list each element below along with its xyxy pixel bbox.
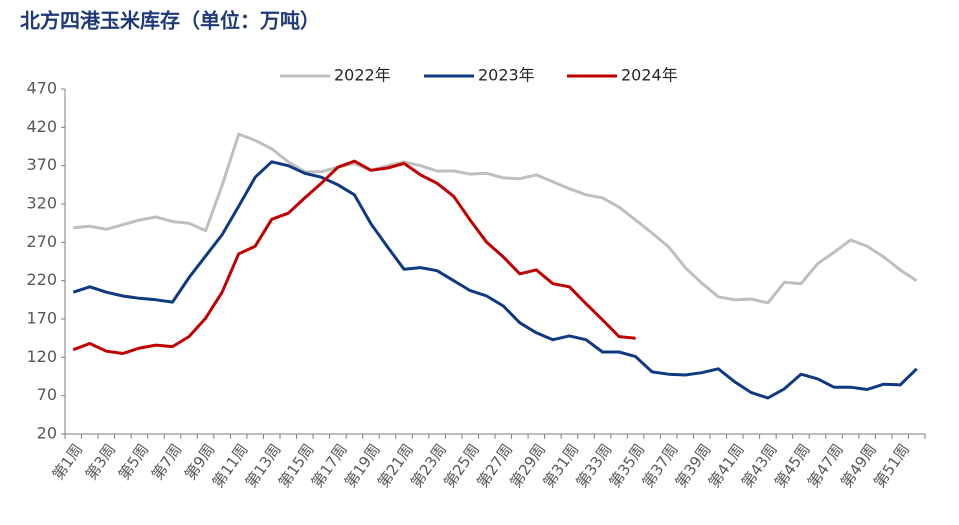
x-tick-label: 第5周 (115, 441, 152, 484)
line-series (72, 160, 918, 400)
legend-label: 2023年 (478, 66, 535, 85)
chart-title: 北方四港玉米库存（单位：万吨） (20, 9, 320, 33)
y-tick-label: 420 (26, 117, 57, 136)
legend-label: 2022年 (334, 66, 391, 85)
line-series (73, 132, 918, 305)
y-tick-label: 470 (26, 79, 57, 98)
x-tick-label: 第1周 (49, 441, 86, 484)
y-tick-label: 370 (26, 155, 57, 174)
legend-label: 2024年 (621, 66, 678, 85)
y-tick-label: 170 (26, 309, 57, 328)
x-tick-label: 第7周 (148, 441, 185, 484)
x-tick-label: 第51周 (870, 441, 913, 492)
y-tick-label: 20 (37, 424, 57, 443)
y-tick-label: 220 (26, 270, 57, 289)
y-tick-label: 70 (37, 385, 57, 404)
x-tick-label: 第3周 (82, 441, 119, 484)
y-tick-label: 320 (26, 194, 57, 213)
y-tick-label: 120 (26, 347, 57, 366)
line-series (72, 159, 636, 355)
y-tick-label: 270 (26, 232, 57, 251)
